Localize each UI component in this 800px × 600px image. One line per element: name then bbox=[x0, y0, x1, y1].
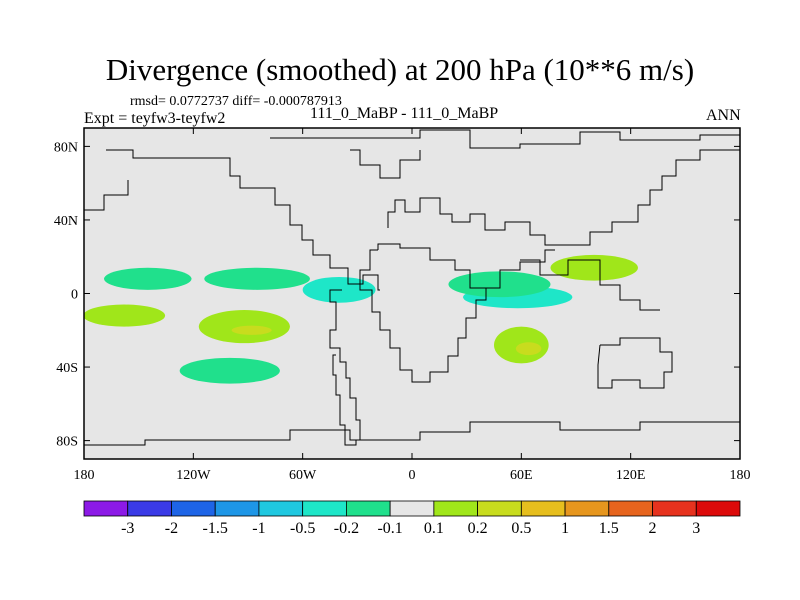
x-tick-label: 0 bbox=[409, 468, 416, 483]
coastline-greenland bbox=[350, 149, 421, 179]
divergence-region bbox=[104, 267, 192, 290]
y-tick-label: 40N bbox=[54, 214, 78, 229]
coastline-south-america bbox=[329, 289, 361, 446]
coastline-southeast-asia bbox=[520, 259, 660, 311]
colorbar-label: -2 bbox=[165, 520, 178, 537]
colorbar-box bbox=[171, 500, 216, 517]
plot-background bbox=[84, 128, 740, 459]
y-tick-label: 40S bbox=[56, 361, 78, 376]
colorbar-label: -0.5 bbox=[290, 520, 315, 537]
colorbar-box bbox=[127, 500, 172, 517]
y-tick-label: 0 bbox=[71, 288, 78, 303]
experiment-label: Expt = teyfw3-teyfw2 bbox=[84, 110, 226, 127]
colorbar-box bbox=[302, 500, 347, 517]
colorbar-label: 2 bbox=[649, 520, 657, 537]
divergence-region bbox=[448, 271, 551, 298]
colorbar-label: -0.1 bbox=[377, 520, 402, 537]
x-axis: 180 120W 60W 0 60E 120E 180 bbox=[74, 128, 751, 483]
colorbar-box bbox=[520, 500, 566, 517]
colorbar-label: 0.2 bbox=[468, 520, 488, 537]
colorbar-box bbox=[477, 500, 522, 517]
colorbar-label: -0.2 bbox=[334, 520, 359, 537]
season-label: ANN bbox=[706, 107, 741, 124]
colorbar-box bbox=[258, 500, 304, 517]
colorbar-box bbox=[433, 500, 479, 517]
divergence-region bbox=[179, 357, 280, 384]
chart-title: Divergence (smoothed) at 200 hPa (10**6 … bbox=[105, 52, 695, 87]
divergence-field bbox=[84, 254, 638, 384]
divergence-region bbox=[204, 267, 310, 290]
x-tick-label: 120W bbox=[176, 468, 211, 483]
colorbar-label: -1 bbox=[252, 520, 265, 537]
colorbar-box bbox=[345, 500, 391, 517]
colorbar-box bbox=[652, 500, 697, 517]
coastlines bbox=[84, 129, 740, 446]
divergence-region bbox=[550, 254, 638, 281]
colorbar-label: 1 bbox=[561, 520, 569, 537]
y-tick-label: 80N bbox=[54, 140, 78, 155]
stats-text: rmsd= 0.0772737 diff= -0.000787913 bbox=[130, 94, 342, 109]
colorbar-label: 0.1 bbox=[424, 520, 444, 537]
colorbar: -3 -2 -1.5 -1 -0.5 -0.2 -0.1 0.1 0.2 0.5 1 1.5 2 3 bbox=[83, 500, 741, 537]
y-tick-label: 80S bbox=[56, 435, 78, 450]
colorbar-box bbox=[389, 500, 435, 517]
coastline-arabia bbox=[486, 249, 555, 289]
divergence-region bbox=[84, 304, 166, 327]
coastline-alaska bbox=[84, 180, 129, 211]
colorbar-box bbox=[214, 500, 260, 517]
x-tick-label: 180 bbox=[74, 468, 95, 483]
y-axis: 80N 40N 0 40S 80S bbox=[54, 140, 740, 450]
colorbar-box bbox=[695, 500, 741, 517]
coastline-europe-asia bbox=[387, 149, 740, 246]
colorbar-box bbox=[83, 500, 129, 517]
colorbar-box bbox=[608, 500, 653, 517]
coastline-americas bbox=[106, 149, 380, 291]
x-tick-label: 60E bbox=[510, 468, 533, 483]
colorbar-label: 3 bbox=[692, 520, 700, 537]
colorbar-label: -3 bbox=[121, 520, 134, 537]
colorbar-box bbox=[564, 500, 610, 517]
case-label: 111_0_MaBP - 111_0_MaBP bbox=[310, 105, 499, 122]
colorbar-label: 0.5 bbox=[511, 520, 531, 537]
coastline-arctic bbox=[270, 129, 740, 149]
divergence-region bbox=[515, 342, 542, 356]
x-tick-label: 180 bbox=[730, 468, 751, 483]
coastline-antarctica bbox=[84, 421, 740, 446]
coastline-australia bbox=[597, 337, 673, 389]
divergence-region bbox=[231, 325, 272, 335]
colorbar-label: -1.5 bbox=[203, 520, 228, 537]
x-tick-label: 120E bbox=[616, 468, 646, 483]
coastline-africa bbox=[359, 243, 487, 383]
colorbar-label: 1.5 bbox=[599, 520, 619, 537]
x-tick-label: 60W bbox=[289, 468, 317, 483]
